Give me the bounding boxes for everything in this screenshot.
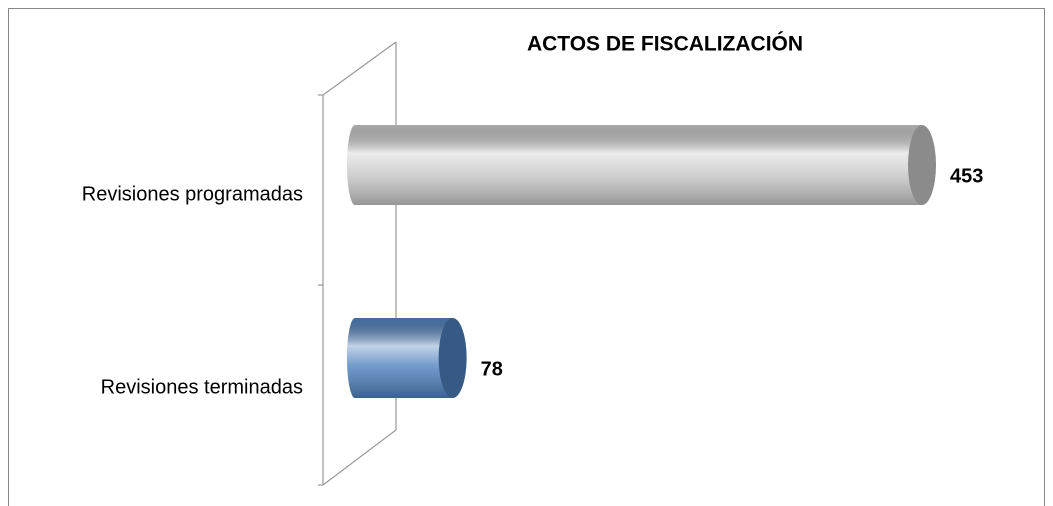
category-label: Revisiones terminadas xyxy=(101,376,303,398)
bar-shine xyxy=(355,318,453,398)
bar-group xyxy=(347,125,936,205)
value-label: 453 xyxy=(950,165,983,187)
bar-group xyxy=(347,318,467,398)
bar-cap-right-shade xyxy=(438,318,467,398)
category-label: Revisiones programadas xyxy=(82,183,303,205)
axis-frame xyxy=(318,41,397,486)
chart-title: ACTOS DE FISCALIZACIÓN xyxy=(527,32,803,56)
bar-cap-right xyxy=(438,318,467,398)
chart-border xyxy=(8,8,1045,506)
bar-cap-right xyxy=(908,125,936,205)
value-label: 78 xyxy=(481,358,503,380)
bar-cap-right-shade xyxy=(908,125,936,205)
bar-shine xyxy=(355,125,922,205)
